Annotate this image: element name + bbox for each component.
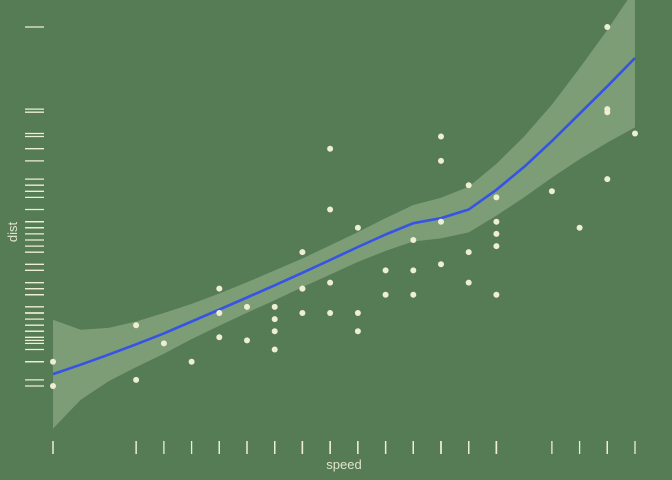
smooth-line-layer xyxy=(52,57,636,376)
data-point xyxy=(299,249,306,256)
data-point xyxy=(493,230,500,237)
points-layer xyxy=(50,24,638,389)
data-point xyxy=(244,303,250,310)
data-point xyxy=(410,237,417,243)
data-point xyxy=(438,133,444,140)
data-point xyxy=(354,328,361,335)
data-point xyxy=(50,383,56,389)
data-point xyxy=(493,291,500,298)
data-point xyxy=(465,182,472,189)
data-point xyxy=(216,285,223,292)
data-point xyxy=(133,376,140,383)
data-point xyxy=(438,218,444,225)
data-point xyxy=(548,188,555,195)
data-point xyxy=(410,267,417,274)
data-point xyxy=(465,279,472,286)
confidence-ribbon-layer xyxy=(53,0,635,429)
data-point xyxy=(133,322,140,329)
data-point xyxy=(271,303,278,310)
data-point xyxy=(327,206,334,213)
data-point xyxy=(244,337,250,344)
data-point xyxy=(576,224,583,231)
smooth-line xyxy=(52,57,636,376)
data-point xyxy=(327,145,334,152)
data-point xyxy=(382,291,389,298)
y-axis-title: dist xyxy=(5,221,20,242)
data-point xyxy=(604,106,611,113)
data-point xyxy=(299,310,306,316)
data-point xyxy=(465,249,472,256)
data-point xyxy=(160,340,167,347)
data-point xyxy=(604,176,611,183)
data-point xyxy=(327,310,334,316)
data-point xyxy=(354,310,361,316)
data-point xyxy=(299,285,306,292)
data-point xyxy=(271,316,278,323)
x-axis-title: speed xyxy=(326,457,361,472)
data-point xyxy=(271,346,278,353)
confidence-ribbon xyxy=(53,0,635,429)
data-point xyxy=(216,310,223,316)
data-point xyxy=(493,243,500,250)
data-point xyxy=(438,157,444,164)
data-point xyxy=(493,218,500,225)
x-rug xyxy=(52,441,636,454)
data-point xyxy=(382,267,389,274)
data-point xyxy=(50,358,56,365)
data-point xyxy=(632,130,638,137)
data-point xyxy=(354,224,361,231)
data-point xyxy=(327,279,334,286)
y-rug xyxy=(25,26,44,387)
data-point xyxy=(604,24,611,30)
data-point xyxy=(188,358,195,365)
data-point xyxy=(216,334,223,341)
data-point xyxy=(271,328,278,335)
data-point xyxy=(438,261,444,268)
data-point xyxy=(410,291,417,298)
data-point xyxy=(493,194,500,201)
